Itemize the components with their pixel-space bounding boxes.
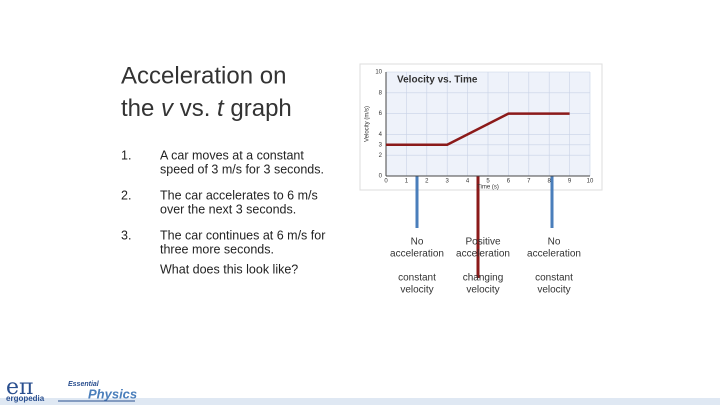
annotation: Positive	[465, 237, 500, 248]
y-tick-label: 8	[379, 90, 383, 96]
x-tick-label: 7	[527, 179, 531, 185]
title-var: v	[161, 95, 175, 122]
footer-band	[0, 398, 720, 405]
title-var: t	[217, 95, 225, 122]
annotation-sub: velocity	[400, 285, 433, 296]
x-tick-label: 1	[405, 179, 409, 185]
item-text: A car moves at a constant	[160, 148, 304, 162]
velocity-line	[386, 112, 570, 147]
item-number: 2.	[121, 188, 131, 202]
title-text: the	[121, 95, 161, 122]
logo-symbol: eπ	[6, 375, 33, 400]
x-tick-label: 9	[568, 179, 572, 185]
x-tick-label: 2	[425, 179, 429, 185]
x-axis-label: Time (s)	[477, 185, 499, 191]
title-text: graph	[224, 95, 292, 122]
x-tick-label: 3	[446, 179, 450, 185]
y-tick-label: 2	[379, 153, 383, 159]
y-tick-label: 0	[379, 174, 383, 180]
annotation-sub: changing	[463, 273, 504, 284]
x-tick-label: 4	[466, 179, 470, 185]
annotation-sub: constant	[535, 273, 573, 284]
annotation: acceleration	[390, 249, 444, 260]
graph-title: Velocity vs. Time	[397, 75, 478, 86]
item-text: The car continues at 6 m/s for	[160, 228, 325, 242]
x-tick-label: 0	[384, 179, 388, 185]
item-number: 3.	[121, 228, 131, 242]
x-tick-label: 10	[587, 179, 594, 185]
y-axis-label: Velocity (m/s)	[365, 106, 371, 142]
annotation: No	[548, 237, 561, 248]
series-main: Physics	[88, 386, 137, 401]
item-text: The car accelerates to 6 m/s	[160, 188, 318, 202]
x-tick-label: 8	[548, 179, 552, 185]
y-tick-label: 4	[379, 132, 383, 138]
title-text: vs.	[173, 95, 217, 122]
item-number: 1.	[121, 148, 131, 162]
y-tick-label: 10	[375, 70, 382, 76]
y-tick-label: 6	[379, 111, 383, 117]
x-tick-label: 5	[486, 179, 490, 185]
x-tick-label: 6	[507, 179, 511, 185]
logo-brand: ergopedia	[6, 394, 45, 403]
annotation-sub: velocity	[466, 285, 499, 296]
annotation-sub: constant	[398, 273, 436, 284]
question: What does this look like?	[160, 262, 298, 276]
annotation: acceleration	[456, 249, 510, 260]
item-text: over the next 3 seconds.	[160, 202, 296, 216]
title-line1: Acceleration on	[121, 62, 286, 89]
annotation-sub: velocity	[537, 285, 570, 296]
series-top: Essential	[68, 381, 100, 388]
y-tick-label: 3	[379, 142, 383, 148]
item-text: three more seconds.	[160, 242, 274, 256]
annotation: No	[411, 237, 424, 248]
title-line2: the v vs. t graph	[121, 95, 292, 122]
annotation: acceleration	[527, 249, 581, 260]
item-text: speed of 3 m/s for 3 seconds.	[160, 162, 324, 176]
